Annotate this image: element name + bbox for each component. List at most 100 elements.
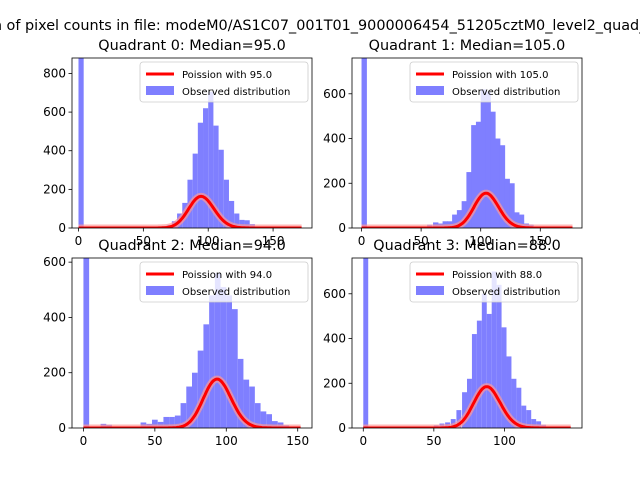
histogram-bar [467, 378, 472, 428]
subplot-title: Quadrant 1: Median=105.0 [369, 38, 566, 54]
legend: Poission with 105.0 Observed distribution [409, 61, 579, 103]
histogram-bar [461, 201, 467, 228]
histogram-bar [471, 125, 477, 228]
legend-patch-swatch [416, 86, 444, 95]
y-tick-label: 400 [323, 132, 346, 146]
histogram-bar [511, 378, 517, 428]
histogram-bar [203, 324, 210, 428]
y-tick-label: 400 [43, 310, 66, 324]
y-tick-label: 0 [58, 221, 66, 235]
subplot-quadrant-1: Quadrant 1: Median=105.0 0 50 100 150 0 200 400… [323, 38, 583, 248]
x-tick-label: 150 [529, 234, 552, 248]
legend-patch-swatch [416, 286, 444, 295]
legend-label-poisson: Poission with 105.0 [452, 70, 548, 81]
histogram-bar [152, 419, 158, 428]
histogram-bar [501, 327, 507, 428]
histogram-bar [223, 179, 229, 228]
x-tick-label: 100 [493, 434, 516, 448]
subplot-title: Quadrant 2: Median=94.0 [98, 238, 286, 254]
histogram-bar [514, 212, 520, 228]
subplot-title: Quadrant 0: Median=95.0 [98, 38, 286, 54]
histogram-bar [180, 403, 187, 428]
histogram-bar [509, 183, 515, 228]
y-tick-label: 200 [43, 182, 66, 196]
histogram-bar [186, 386, 192, 428]
legend: Poission with 88.0 Observed distribution [409, 261, 579, 303]
figure-suptitle: Histogram of pixel counts in file: modeM… [0, 18, 640, 34]
histogram-bar [197, 350, 204, 428]
histogram-bar [471, 334, 477, 428]
poisson-curve-group [359, 189, 575, 228]
histogram-bars [83, 258, 290, 428]
histogram-bar [209, 295, 215, 428]
x-tick-label: 50 [136, 234, 151, 248]
subplot-quadrant-0: Quadrant 0: Median=95.0 0 50 100 150 0 200 400 6… [43, 38, 313, 248]
legend-frame [409, 61, 579, 103]
histogram-bar [228, 200, 235, 228]
histogram-bar [456, 210, 463, 228]
y-tick-label: 0 [338, 221, 346, 235]
y-tick-label: 600 [323, 287, 346, 301]
x-tick-label: 100 [469, 234, 492, 248]
histogram-bar [486, 313, 492, 428]
histogram-bar [491, 271, 497, 428]
histogram-bar [480, 89, 487, 228]
histogram-bar [249, 386, 255, 428]
histogram-bar [481, 293, 487, 428]
axes-frame [71, 257, 313, 429]
legend-label-observed: Observed distribution [452, 87, 560, 98]
histogram-bar [490, 111, 496, 228]
poisson-curve [361, 191, 573, 228]
histogram-bar [260, 411, 267, 428]
histogram-bar [220, 287, 227, 428]
histogram-bar [232, 309, 238, 428]
histogram-bar [243, 379, 250, 428]
y-tick-label: 200 [323, 176, 346, 190]
histogram-bars [361, 58, 534, 228]
legend-frame [139, 61, 309, 103]
legend-patch-swatch [146, 286, 174, 295]
histogram-bar [266, 414, 272, 428]
histogram-bar [208, 91, 214, 228]
histogram-bar [192, 372, 198, 428]
histogram-bar [476, 320, 482, 428]
legend-patch-swatch [146, 86, 174, 95]
histogram-bar [506, 356, 512, 428]
legend-frame [409, 261, 579, 303]
histogram-bar [526, 410, 532, 428]
histogram-bar [361, 58, 367, 228]
histogram-bar [239, 219, 245, 228]
x-tick-label: 0 [359, 434, 367, 448]
y-tick-label: 400 [43, 144, 66, 158]
x-tick-label: 0 [75, 234, 83, 248]
y-tick-label: 200 [323, 376, 346, 390]
subplot-grid: Quadrant 0: Median=95.0 0 50 100 150 0 200 400 6… [43, 38, 583, 448]
x-tick-label: 0 [358, 234, 366, 248]
y-tick-label: 400 [323, 332, 346, 346]
histogram-bar [462, 392, 467, 428]
y-tick-label: 0 [338, 421, 346, 435]
subplot-title: Quadrant 3: Median=88.0 [373, 238, 561, 254]
histogram-bar [495, 138, 501, 228]
axes-frame [351, 257, 583, 429]
axes-frame [71, 57, 313, 229]
legend-label-poisson: Poission with 94.0 [182, 270, 272, 281]
x-tick-label: 50 [413, 234, 428, 248]
histogram-bar [496, 284, 502, 428]
histogram-bar [83, 258, 90, 428]
histogram-bar [174, 415, 181, 428]
x-tick-label: 150 [286, 434, 309, 448]
y-tick-label: 600 [43, 255, 66, 269]
y-tick-label: 600 [43, 105, 66, 119]
subplot-quadrant-2: Quadrant 2: Median=94.0 0 50 100 150 0 200 400 6… [43, 238, 313, 448]
histogram-bar [485, 91, 491, 228]
y-tick-label: 600 [323, 87, 346, 101]
histogram-bar [531, 419, 537, 428]
y-tick-label: 800 [43, 66, 66, 80]
histogram-bar [363, 258, 369, 428]
histogram-bar [214, 273, 221, 428]
x-tick-label: 150 [262, 234, 285, 248]
legend-label-observed: Observed distribution [182, 87, 290, 98]
histogram-bar [254, 403, 261, 428]
